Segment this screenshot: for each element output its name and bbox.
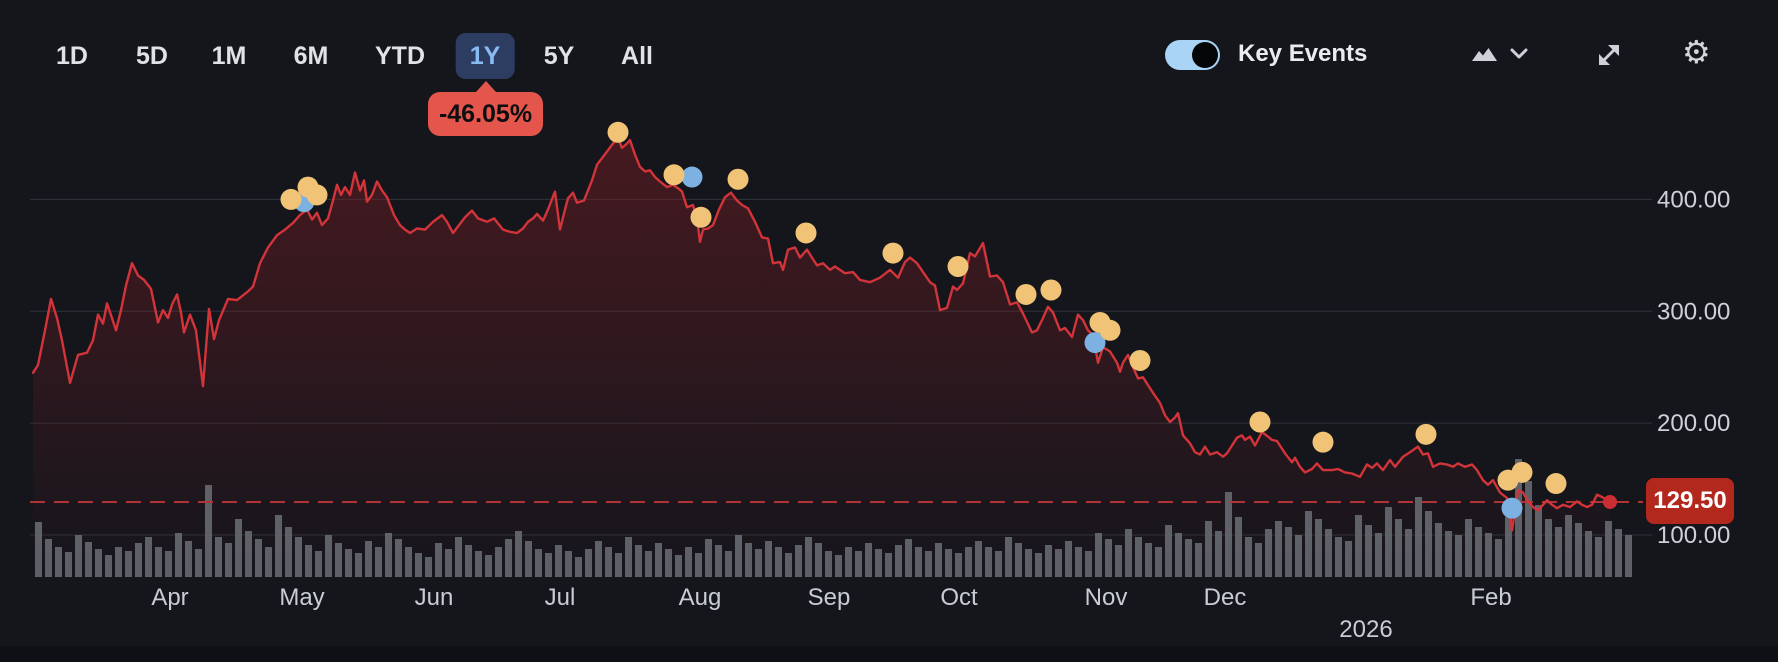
widget-bottom-edge — [0, 646, 1778, 662]
range-button-ytd[interactable]: YTD — [375, 41, 425, 70]
svg-text:Aug: Aug — [679, 584, 722, 611]
key-event-dot-yellow[interactable] — [607, 121, 629, 143]
chart-type-button[interactable] — [1471, 46, 1498, 62]
key-event-dot-yellow[interactable] — [1015, 283, 1037, 305]
range-button-1d[interactable]: 1D — [56, 41, 88, 70]
toggle-knob-icon — [1192, 42, 1218, 68]
area-chart-icon — [1472, 48, 1497, 61]
key-event-dot-yellow[interactable] — [1511, 461, 1533, 483]
svg-text:Oct: Oct — [940, 584, 978, 611]
key-event-markers[interactable] — [280, 121, 1567, 519]
key-event-dot-blue[interactable] — [1501, 497, 1523, 519]
range-button-all[interactable]: All — [621, 41, 653, 70]
expand-chart-button[interactable] — [1596, 42, 1622, 68]
range-button-5d[interactable]: 5D — [136, 41, 168, 70]
range-button-1m[interactable]: 1M — [211, 41, 247, 70]
time-axis-labels: Apr May Jun Jul Aug Sep Oct Nov Dec Feb 2026 — [151, 584, 1511, 643]
svg-text:400.00: 400.00 — [1657, 186, 1730, 213]
key-event-dot-yellow[interactable] — [1040, 279, 1062, 301]
range-button-6m[interactable]: 6M — [293, 41, 329, 70]
key-event-dot-blue[interactable] — [681, 166, 703, 188]
key-event-dot-yellow[interactable] — [947, 256, 969, 278]
current-price-badge: 129.50 — [1646, 478, 1734, 524]
key-event-dot-yellow[interactable] — [795, 222, 817, 244]
svg-text:200.00: 200.00 — [1657, 410, 1730, 437]
key-event-dot-yellow[interactable] — [882, 242, 904, 264]
key-event-dot-blue[interactable] — [1084, 332, 1106, 354]
price-area-fill — [33, 137, 1610, 600]
settings-gear-icon[interactable]: ⚙ — [1682, 33, 1711, 71]
key-event-dot-yellow[interactable] — [727, 168, 749, 190]
last-price-dot — [1603, 494, 1617, 509]
chart-type-dropdown[interactable] — [1510, 48, 1528, 60]
price-axis-labels: 400.00 300.00 200.00 100.00 — [1657, 186, 1730, 549]
key-event-dot-yellow[interactable] — [663, 164, 685, 186]
svg-text:Jun: Jun — [415, 584, 454, 611]
key-event-dot-yellow[interactable] — [1129, 349, 1151, 371]
svg-text:Apr: Apr — [151, 584, 188, 611]
svg-text:Feb: Feb — [1470, 584, 1511, 611]
price-line — [31, 136, 1612, 532]
svg-text:Sep: Sep — [808, 584, 851, 611]
key-event-dot-yellow[interactable] — [1545, 473, 1567, 495]
key-event-dot-yellow[interactable] — [690, 206, 712, 228]
chevron-down-icon — [1510, 48, 1528, 59]
svg-text:Nov: Nov — [1085, 584, 1128, 611]
svg-text:100.00: 100.00 — [1657, 522, 1730, 549]
key-events-label: Key Events — [1238, 40, 1368, 67]
svg-text:Jul: Jul — [545, 584, 576, 611]
key-event-dot-yellow[interactable] — [306, 184, 328, 206]
period-change-badge: -46.05% — [428, 81, 543, 136]
volume-bars — [35, 459, 1632, 577]
svg-text:May: May — [279, 584, 324, 611]
year-label: 2026 — [1339, 616, 1392, 643]
key-events-toggle[interactable] — [1165, 40, 1220, 70]
key-event-dot-yellow[interactable] — [1099, 319, 1121, 341]
key-event-dot-yellow[interactable] — [280, 188, 302, 210]
key-event-dot-yellow[interactable] — [1312, 431, 1334, 453]
key-event-dot-yellow[interactable] — [1415, 423, 1437, 445]
range-button-1y[interactable]: 1Y — [455, 33, 515, 79]
range-button-5y[interactable]: 5Y — [543, 41, 575, 70]
key-event-dot-yellow[interactable] — [1249, 411, 1271, 433]
svg-text:Dec: Dec — [1204, 584, 1247, 611]
svg-text:300.00: 300.00 — [1657, 298, 1730, 325]
expand-icon — [1599, 45, 1619, 65]
